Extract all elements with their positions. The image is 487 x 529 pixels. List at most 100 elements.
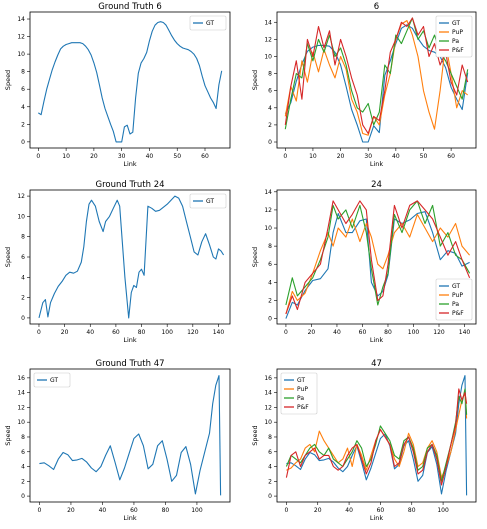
x-axis-label: Link	[370, 514, 384, 522]
y-tick-label: 14	[264, 189, 272, 196]
legend-label: P&F	[452, 310, 464, 317]
x-tick-label: 80	[138, 329, 146, 336]
y-tick-label: 2	[268, 478, 272, 485]
y-tick-label: 0	[21, 493, 25, 500]
legend-box	[189, 15, 227, 31]
y-tick-label: 0	[268, 493, 272, 500]
series-line-gt	[38, 195, 225, 319]
x-tick-label: 40	[86, 329, 94, 336]
legend-label: GT	[297, 377, 305, 384]
y-tick-label: 0	[268, 316, 272, 323]
legend-label: PuP	[452, 292, 463, 299]
y-tick-label: 12	[264, 36, 272, 43]
x-axis-label: Link	[123, 160, 137, 168]
chart-panel-4: 240 20 40 60 80 100 120 14002468101214LinkSpeed…	[251, 180, 477, 344]
x-tick-label: 50	[420, 153, 428, 160]
x-tick-label: 10	[62, 153, 70, 160]
y-tick-label: 8	[21, 434, 25, 441]
y-tick-label: 8	[21, 234, 25, 241]
legend-box	[189, 193, 227, 209]
y-axis-label: Speed	[251, 425, 259, 445]
series-group	[38, 195, 225, 319]
y-tick-label: 8	[21, 69, 25, 76]
chart-panel-5: Ground Truth 47 0 20 40 60 80 100 0 2 4 6 8 10 12 14 16…	[4, 359, 231, 522]
series-line-gt	[39, 375, 222, 496]
x-tick-label: 60	[447, 153, 455, 160]
x-tick-label: 60	[130, 507, 138, 514]
series-line-pandf	[285, 200, 471, 315]
legend-label: PuP	[297, 386, 308, 393]
y-tick-label: 0	[21, 315, 25, 322]
chart-title: Ground Truth 24	[95, 180, 164, 190]
y-tick-label: 16	[17, 375, 25, 382]
y-tick-label: 2	[21, 295, 25, 302]
chart-panel-6: 47 0 20 40 60 80 100 0 2 4 6 8 10 12 14 16 Link Speed GT Pu…	[251, 359, 477, 522]
y-tick-label: 8	[268, 243, 272, 250]
plot-frame	[29, 368, 231, 503]
y-tick-label: 6	[21, 449, 25, 456]
x-tick-label: 60	[359, 329, 367, 336]
y-axis-label: Speed	[4, 247, 12, 267]
y-tick-label: 6	[268, 261, 272, 268]
y-tick-label: 4	[268, 105, 272, 112]
series-line-gt	[286, 375, 468, 496]
y-axis-label: Speed	[251, 247, 259, 267]
x-tick-label: 50	[173, 153, 181, 160]
y-tick-label: 2	[268, 122, 272, 129]
y-tick-label: 10	[264, 419, 272, 426]
chart-title: 47	[371, 359, 382, 369]
y-tick-label: 10	[264, 225, 272, 232]
chart-title: Ground Truth 6	[98, 2, 162, 12]
x-axis-label: Link	[123, 514, 137, 522]
legend-label: Pa	[452, 38, 459, 45]
y-tick-label: 2	[268, 297, 272, 304]
x-tick-label: 120	[187, 329, 199, 336]
x-tick-label: 80	[408, 507, 416, 514]
x-tick-label: 20	[61, 329, 69, 336]
x-tick-label: 60	[377, 507, 385, 514]
x-tick-label: 10	[309, 153, 317, 160]
y-tick-label: 6	[268, 88, 272, 95]
y-tick-label: 8	[268, 71, 272, 78]
x-tick-label: 20	[90, 153, 98, 160]
y-tick-label: 12	[264, 404, 272, 411]
legend-box	[435, 278, 473, 321]
y-tick-label: 12	[17, 193, 25, 200]
x-axis-label: Link	[123, 336, 137, 344]
y-tick-label: 10	[17, 213, 25, 220]
x-tick-label: 30	[364, 153, 372, 160]
x-tick-label: 60	[201, 153, 209, 160]
legend-label: Pa	[297, 395, 304, 402]
x-tick-label: 100	[408, 329, 420, 336]
y-axis-label: Speed	[4, 70, 12, 90]
series-line-gt	[38, 21, 223, 143]
y-tick-label: 10	[264, 53, 272, 60]
legend-label: GT	[452, 20, 460, 27]
legend-box	[33, 372, 71, 388]
x-axis-label: Link	[370, 336, 384, 344]
x-tick-label: 40	[146, 153, 154, 160]
plot-frame	[29, 11, 231, 149]
x-tick-label: 100	[437, 507, 449, 514]
y-tick-label: 8	[268, 434, 272, 441]
chart-panel-1: Ground Truth 6 0 10 20 30 40 50 60 0 2 4 6 8 10 12 14 Li…	[4, 2, 231, 168]
chart-panel-2: 60 10 20 30 40 50 6002468101214LinkSpeedGTPuPP…	[251, 2, 477, 168]
legend: GT	[189, 193, 227, 209]
x-tick-label: 100	[191, 507, 203, 514]
legend-label: P&F	[452, 47, 464, 54]
plot-frame	[276, 368, 477, 503]
legend-label: GT	[452, 283, 460, 290]
series-line-pandf	[285, 388, 468, 486]
y-tick-label: 10	[17, 51, 25, 58]
chart-panel-3: Ground Truth 24 0 20 40 60 80 100 120 140 0 2 4 6 8 10…	[4, 180, 231, 344]
x-tick-label: 60	[112, 329, 120, 336]
y-tick-label: 2	[21, 478, 25, 485]
legend: GT PuP Pa P&F	[280, 372, 318, 415]
y-tick-label: 14	[17, 390, 25, 397]
y-axis-label: Speed	[4, 425, 12, 445]
x-tick-label: 40	[392, 153, 400, 160]
series-group	[285, 200, 471, 319]
y-tick-label: 4	[21, 274, 25, 281]
y-tick-label: 16	[264, 375, 272, 382]
